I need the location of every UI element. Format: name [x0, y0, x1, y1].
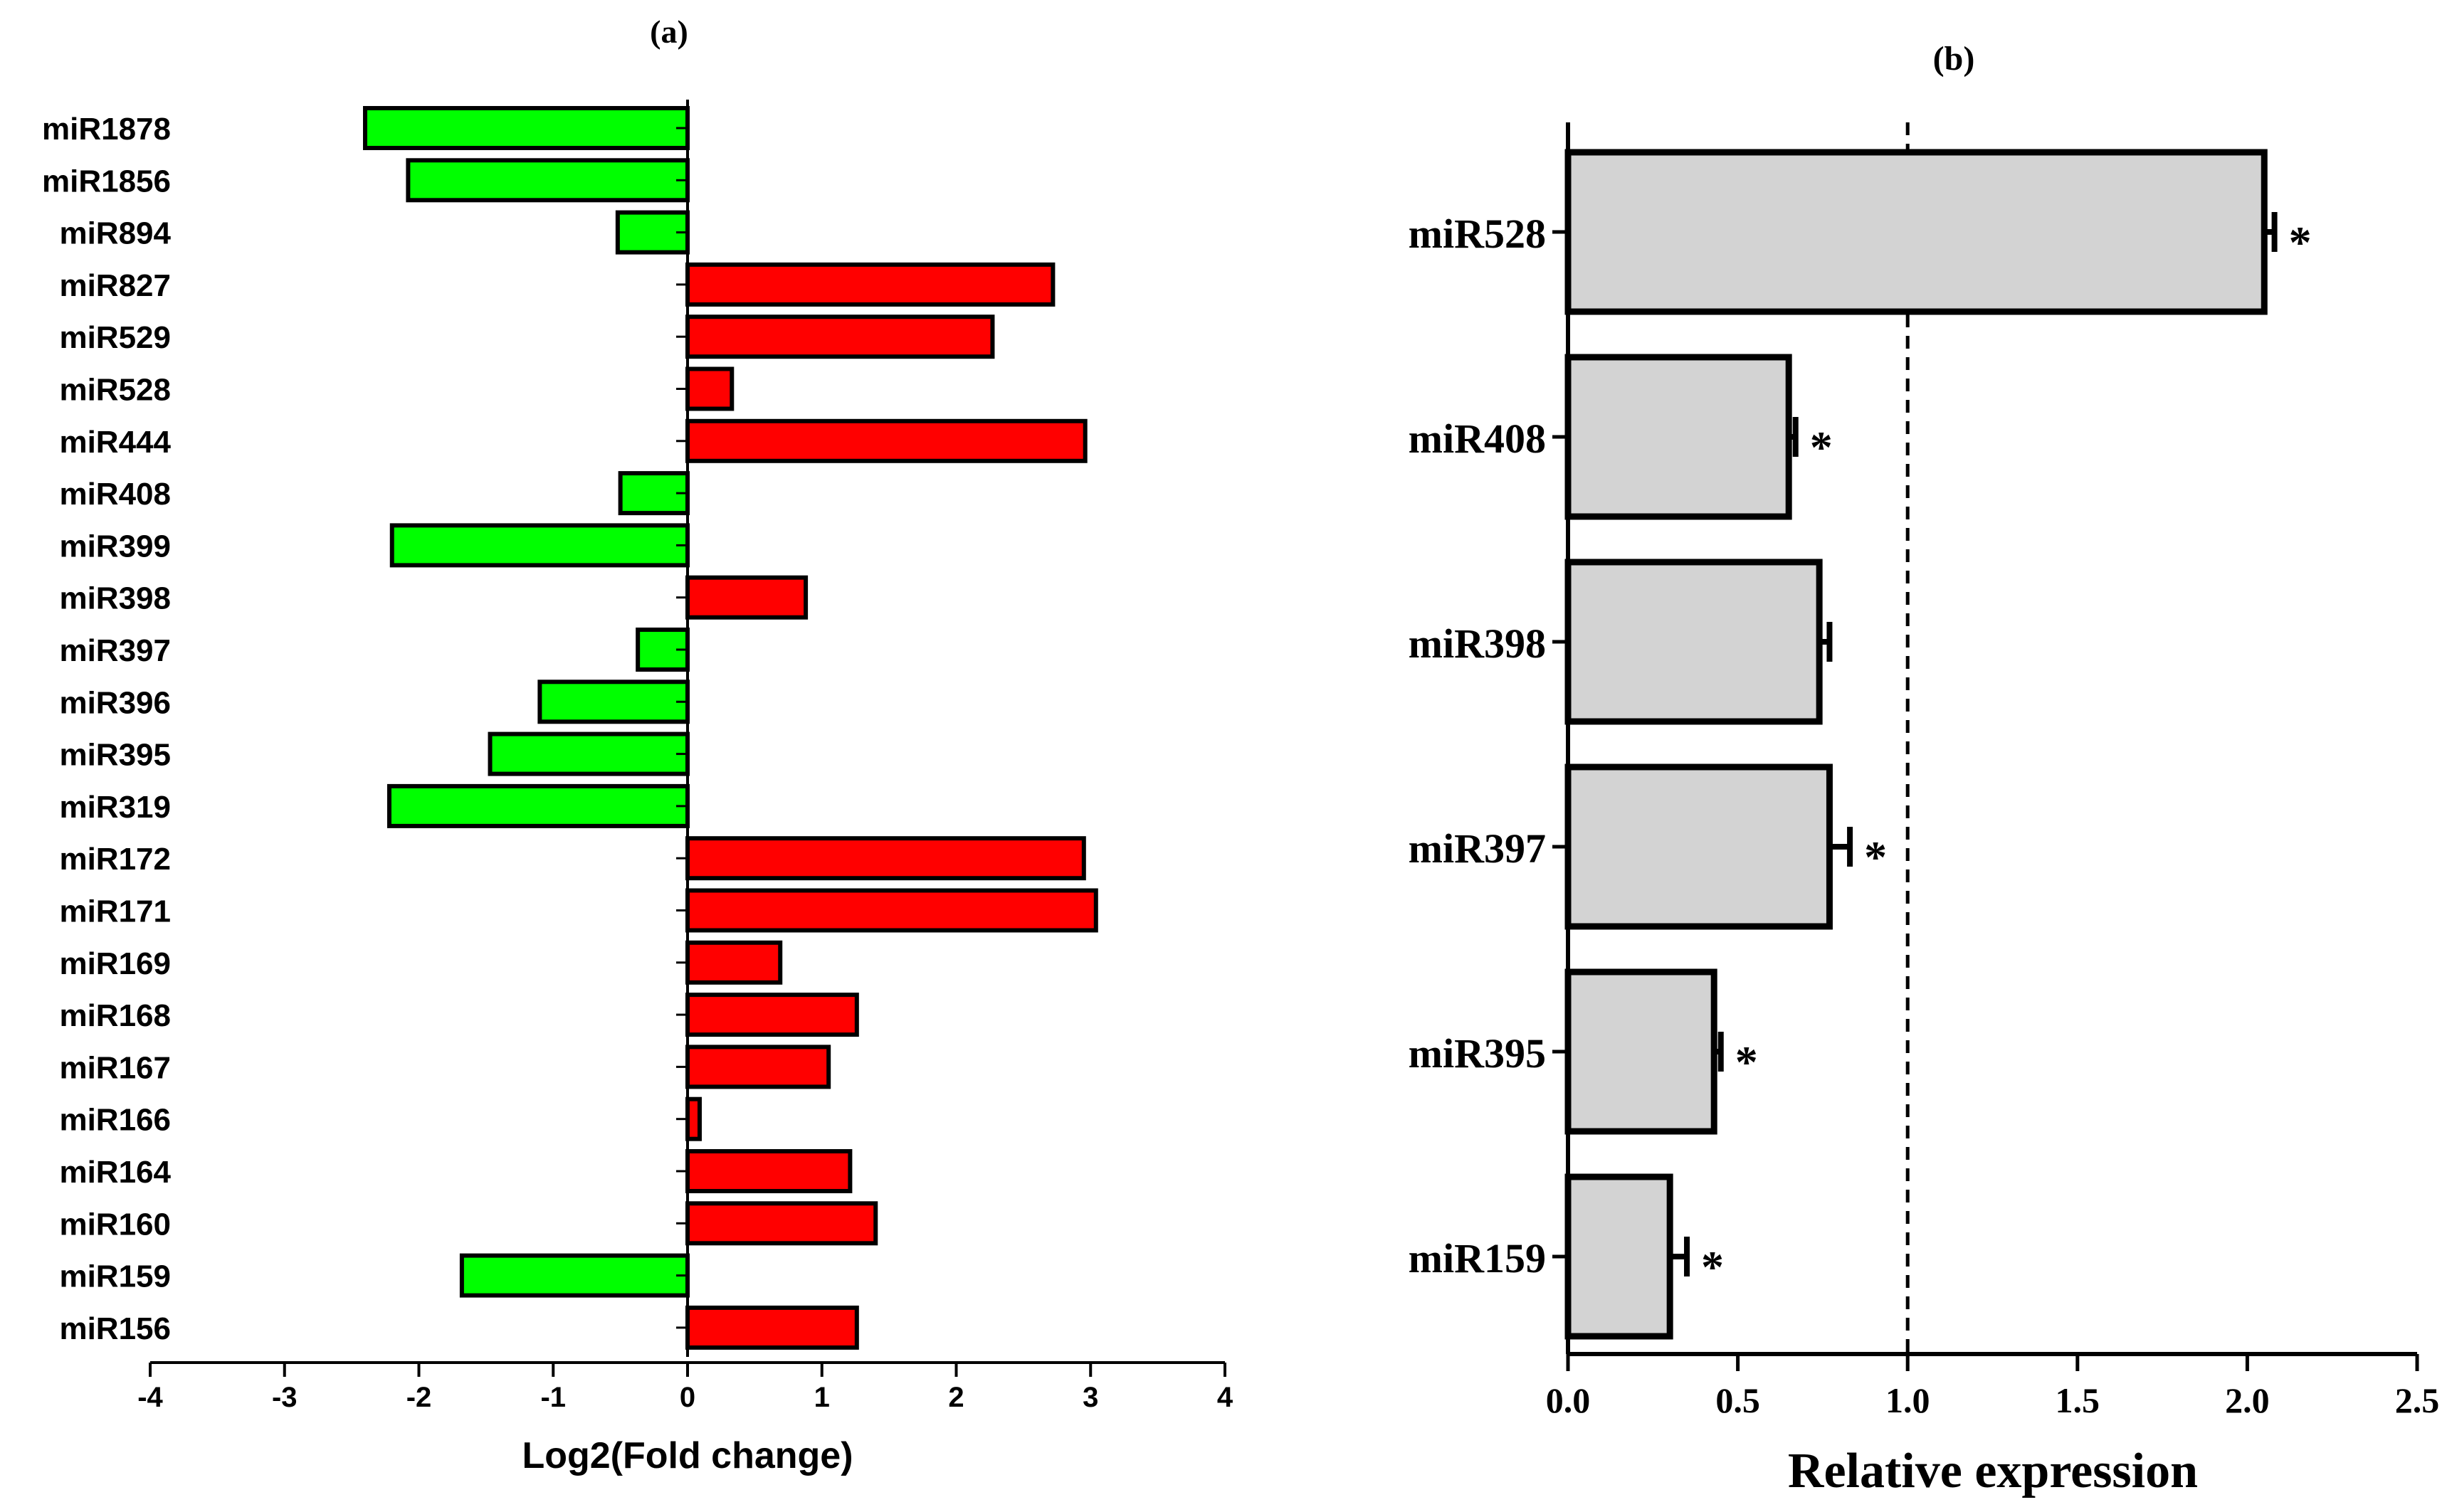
panel-b-category-labels: miR528 miR408 miR398 miR397 miR395 miR159: [1409, 211, 1546, 1281]
x-tick-label-1: 1: [814, 1382, 830, 1413]
category-label-miR398: miR398: [1409, 620, 1546, 667]
category-label-miR528: miR528: [59, 373, 171, 408]
category-label-miR395: miR395: [1409, 1030, 1546, 1077]
bar-miR166: [685, 1096, 702, 1141]
category-label-miR397: miR397: [1409, 825, 1546, 872]
bar-miR397: [1564, 763, 1833, 930]
significance-marker-miR395: *: [1735, 1037, 1758, 1087]
category-label-miR159: miR159: [1409, 1235, 1546, 1281]
bar-miR529: [685, 314, 995, 359]
significance-marker-miR159: *: [1701, 1242, 1724, 1292]
significance-marker-miR408: *: [1810, 422, 1833, 472]
category-label-miR529: miR529: [59, 320, 171, 355]
category-label-miR395: miR395: [59, 738, 171, 773]
panel-b-error-bars: [1670, 212, 2278, 1276]
category-label-miR894: miR894: [59, 216, 171, 251]
category-label-miR408: miR408: [1409, 416, 1546, 462]
category-label-miR1856: miR1856: [42, 164, 171, 199]
x-tick-label-1.5: 1.5: [2056, 1380, 2100, 1420]
x-tick-label-3: 3: [1083, 1382, 1098, 1413]
panel-a-x-axis-label: Log2(Fold change): [522, 1435, 853, 1476]
bar-miR398: [685, 575, 809, 620]
bar-miR171: [685, 888, 1098, 933]
x-tick-label-0.5: 0.5: [1715, 1380, 1760, 1420]
panel-b-bars: [1564, 149, 2268, 1340]
panel-a-axes: [149, 100, 1226, 1377]
category-label-miR444: miR444: [59, 425, 171, 460]
bar-miR1856: [406, 158, 690, 203]
bar-miR408: [1564, 354, 1792, 520]
panel-a-category-labels: miR1878 miR1856 miR894 miR827 miR529 miR528 mi…: [42, 112, 172, 1346]
bar-miR156: [685, 1305, 859, 1350]
bar-miR396: [537, 680, 690, 724]
bar-miR1878: [363, 106, 690, 150]
bar-miR395: [488, 731, 690, 776]
panel-b-axes: [1552, 122, 2419, 1371]
bar-miR398: [1564, 559, 1823, 725]
category-label-miR172: miR172: [59, 842, 171, 877]
bar-miR395: [1564, 968, 1717, 1135]
bar-miR827: [685, 262, 1056, 307]
bar-miR172: [685, 836, 1086, 881]
x-tick-label-2.5: 2.5: [2395, 1380, 2440, 1420]
bar-miR168: [685, 993, 859, 1037]
category-label-miR528: miR528: [1409, 211, 1546, 257]
panel-a-bars: [363, 106, 1098, 1350]
x-tick-label-1.0: 1.0: [1885, 1380, 1930, 1420]
bar-miR169: [685, 940, 783, 985]
panel-a-label: (a): [650, 14, 688, 50]
x-tick-label-2: 2: [948, 1382, 964, 1413]
x-tick-label--2: -2: [406, 1382, 432, 1413]
category-label-miR164: miR164: [59, 1155, 171, 1190]
x-tick-label-2.0: 2.0: [2225, 1380, 2270, 1420]
x-tick-label--1: -1: [540, 1382, 566, 1413]
category-label-miR160: miR160: [59, 1207, 171, 1242]
category-label-miR171: miR171: [59, 894, 171, 929]
panel-a-x-tick-labels: -4 -3 -2 -1 0 1 2 3 4: [137, 1382, 1233, 1413]
panel-b-label: (b): [1933, 40, 1975, 78]
bar-miR319: [386, 783, 690, 828]
bar-miR167: [685, 1045, 831, 1089]
category-label-miR1878: miR1878: [42, 112, 171, 147]
category-label-miR156: miR156: [59, 1311, 171, 1346]
category-label-miR408: miR408: [59, 477, 171, 512]
bar-miR164: [685, 1149, 853, 1193]
category-label-miR159: miR159: [59, 1259, 171, 1294]
bar-miR159: [1564, 1173, 1673, 1340]
bar-miR399: [389, 523, 690, 568]
panel-b-significance-markers: * * * * *: [1701, 217, 2312, 1292]
bar-miR528: [1564, 149, 2268, 315]
category-label-miR168: miR168: [59, 998, 171, 1033]
x-tick-label-0.0: 0.0: [1546, 1380, 1591, 1420]
bar-miR528: [685, 366, 735, 411]
x-tick-label--3: -3: [272, 1382, 298, 1413]
significance-marker-miR397: *: [1864, 832, 1887, 882]
panel-a-fold-change-chart: (a) -4 -3 -2 -1 0 1 2 3 4 miR1878miR1856miR894mi…: [42, 14, 1233, 1476]
bar-miR159: [459, 1253, 690, 1298]
category-label-miR398: miR398: [59, 581, 171, 616]
x-tick-label--4: -4: [137, 1382, 163, 1413]
category-label-miR166: miR166: [59, 1103, 171, 1138]
bar-miR444: [685, 418, 1088, 463]
x-tick-label-4: 4: [1217, 1382, 1233, 1413]
bar-miR894: [615, 210, 690, 255]
significance-marker-miR528: *: [2289, 217, 2312, 268]
category-label-miR396: miR396: [59, 685, 171, 720]
x-tick-label-0: 0: [680, 1382, 695, 1413]
panel-b-x-axis-label: Relative expression: [1788, 1444, 2198, 1498]
category-label-miR319: miR319: [59, 790, 171, 825]
category-label-miR827: miR827: [59, 268, 171, 303]
category-label-miR399: miR399: [59, 529, 171, 564]
panel-b-relative-expression-chart: (b) * * * * * 0.0 0.5 1.0 1.5 2.0 2.5 miR528 miR40…: [1409, 40, 2440, 1498]
bar-miR160: [685, 1201, 878, 1246]
category-label-miR397: miR397: [59, 633, 171, 668]
category-label-miR167: miR167: [59, 1050, 171, 1085]
category-label-miR169: miR169: [59, 946, 171, 981]
panel-b-x-tick-labels: 0.0 0.5 1.0 1.5 2.0 2.5: [1546, 1380, 2440, 1420]
